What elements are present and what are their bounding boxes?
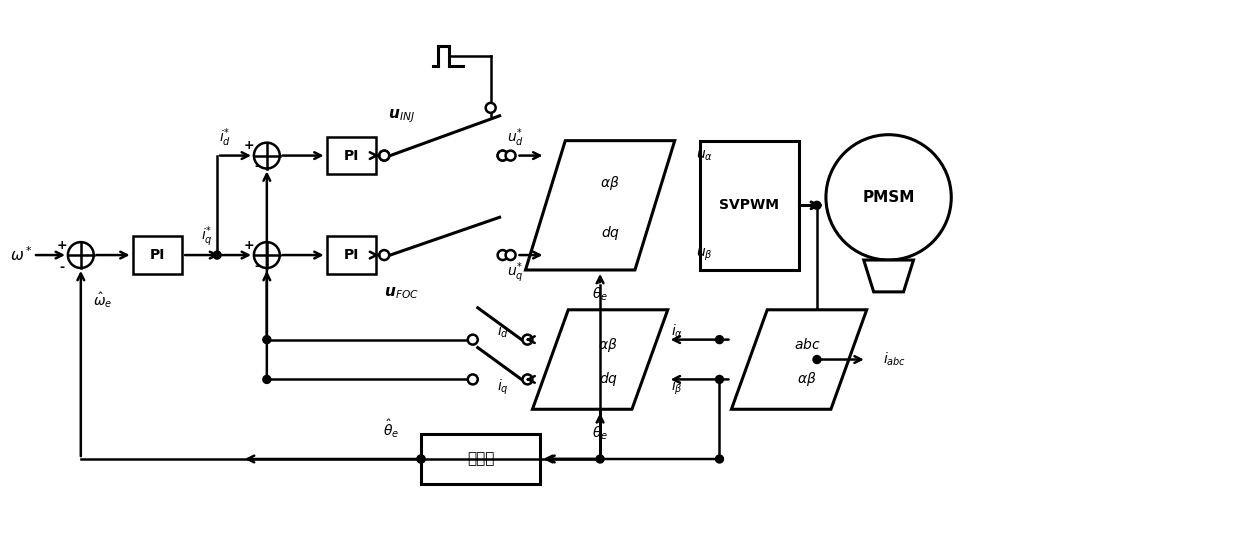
Circle shape	[715, 455, 724, 463]
Polygon shape	[731, 310, 867, 410]
Text: PI: PI	[343, 148, 359, 162]
Circle shape	[379, 151, 389, 161]
Text: $\omega^*$: $\omega^*$	[10, 245, 32, 264]
Bar	[700, 140, 799, 270]
Text: $u_\beta$: $u_\beta$	[696, 247, 712, 263]
Circle shape	[596, 455, 605, 463]
Polygon shape	[533, 310, 668, 410]
Circle shape	[379, 151, 389, 161]
Circle shape	[506, 250, 515, 260]
Polygon shape	[864, 260, 913, 292]
Bar	[327, 137, 377, 175]
Polygon shape	[525, 140, 675, 270]
Circle shape	[263, 336, 271, 344]
Circle shape	[379, 250, 389, 260]
Text: $i_\alpha$: $i_\alpha$	[670, 323, 683, 340]
Text: $dq$: $dq$	[601, 224, 620, 242]
Circle shape	[826, 135, 952, 260]
Text: SVPWM: SVPWM	[720, 198, 779, 212]
Circle shape	[506, 151, 515, 161]
Text: $i_{abc}$: $i_{abc}$	[883, 351, 906, 368]
Text: $\hat{\theta}_e$: $\hat{\theta}_e$	[383, 418, 399, 441]
Text: PI: PI	[150, 248, 165, 262]
Text: $\hat{\theta}_e$: $\hat{\theta}_e$	[592, 420, 608, 443]
Circle shape	[715, 375, 724, 383]
Text: -: -	[59, 260, 64, 273]
Text: +: +	[244, 139, 254, 152]
Text: +: +	[57, 239, 67, 251]
Circle shape	[254, 242, 280, 268]
Bar	[327, 236, 377, 274]
Text: $abc$: $abc$	[794, 337, 820, 352]
Circle shape	[418, 455, 425, 463]
Circle shape	[213, 251, 221, 259]
Circle shape	[523, 375, 533, 384]
Circle shape	[813, 202, 821, 209]
Circle shape	[486, 103, 496, 113]
Text: +: +	[244, 239, 254, 251]
Circle shape	[254, 143, 280, 168]
Text: $\alpha\beta$: $\alpha\beta$	[600, 174, 620, 192]
Circle shape	[418, 455, 425, 463]
Circle shape	[468, 334, 478, 345]
Text: -: -	[254, 259, 259, 272]
Circle shape	[68, 242, 94, 268]
Circle shape	[498, 250, 508, 260]
Circle shape	[813, 355, 821, 363]
Text: $i_d$: $i_d$	[497, 323, 509, 340]
Circle shape	[715, 336, 724, 344]
Text: $\alpha\beta$: $\alpha\beta$	[598, 336, 618, 354]
Text: $dq$: $dq$	[598, 370, 617, 389]
Text: PMSM: PMSM	[862, 190, 914, 205]
Text: $i_q$: $i_q$	[497, 378, 508, 397]
Circle shape	[263, 375, 271, 383]
Text: $i_d^{*}$: $i_d^{*}$	[219, 126, 232, 149]
Circle shape	[498, 151, 508, 161]
Text: $u_\alpha$: $u_\alpha$	[696, 148, 714, 163]
Text: $u_q^{*}$: $u_q^{*}$	[507, 260, 524, 285]
Text: $\hat{\omega}_e$: $\hat{\omega}_e$	[93, 290, 113, 310]
Text: $\boldsymbol{u}_{INJ}$: $\boldsymbol{u}_{INJ}$	[388, 107, 415, 124]
Text: $i_\beta$: $i_\beta$	[670, 378, 683, 397]
Text: $\alpha\beta$: $\alpha\beta$	[797, 370, 817, 389]
Circle shape	[468, 375, 478, 384]
Bar	[421, 434, 540, 484]
Text: -: -	[254, 160, 259, 173]
Circle shape	[523, 334, 533, 345]
Text: $i_q^{*}$: $i_q^{*}$	[201, 225, 213, 249]
Text: PI: PI	[343, 248, 359, 262]
Text: 观测器: 观测器	[467, 451, 494, 466]
Bar	[133, 236, 182, 274]
Circle shape	[498, 151, 508, 161]
Text: $\hat{\theta}_e$: $\hat{\theta}_e$	[592, 280, 608, 303]
Text: $u_d^{*}$: $u_d^{*}$	[507, 126, 524, 149]
Text: $\boldsymbol{u}_{FOC}$: $\boldsymbol{u}_{FOC}$	[384, 285, 419, 301]
